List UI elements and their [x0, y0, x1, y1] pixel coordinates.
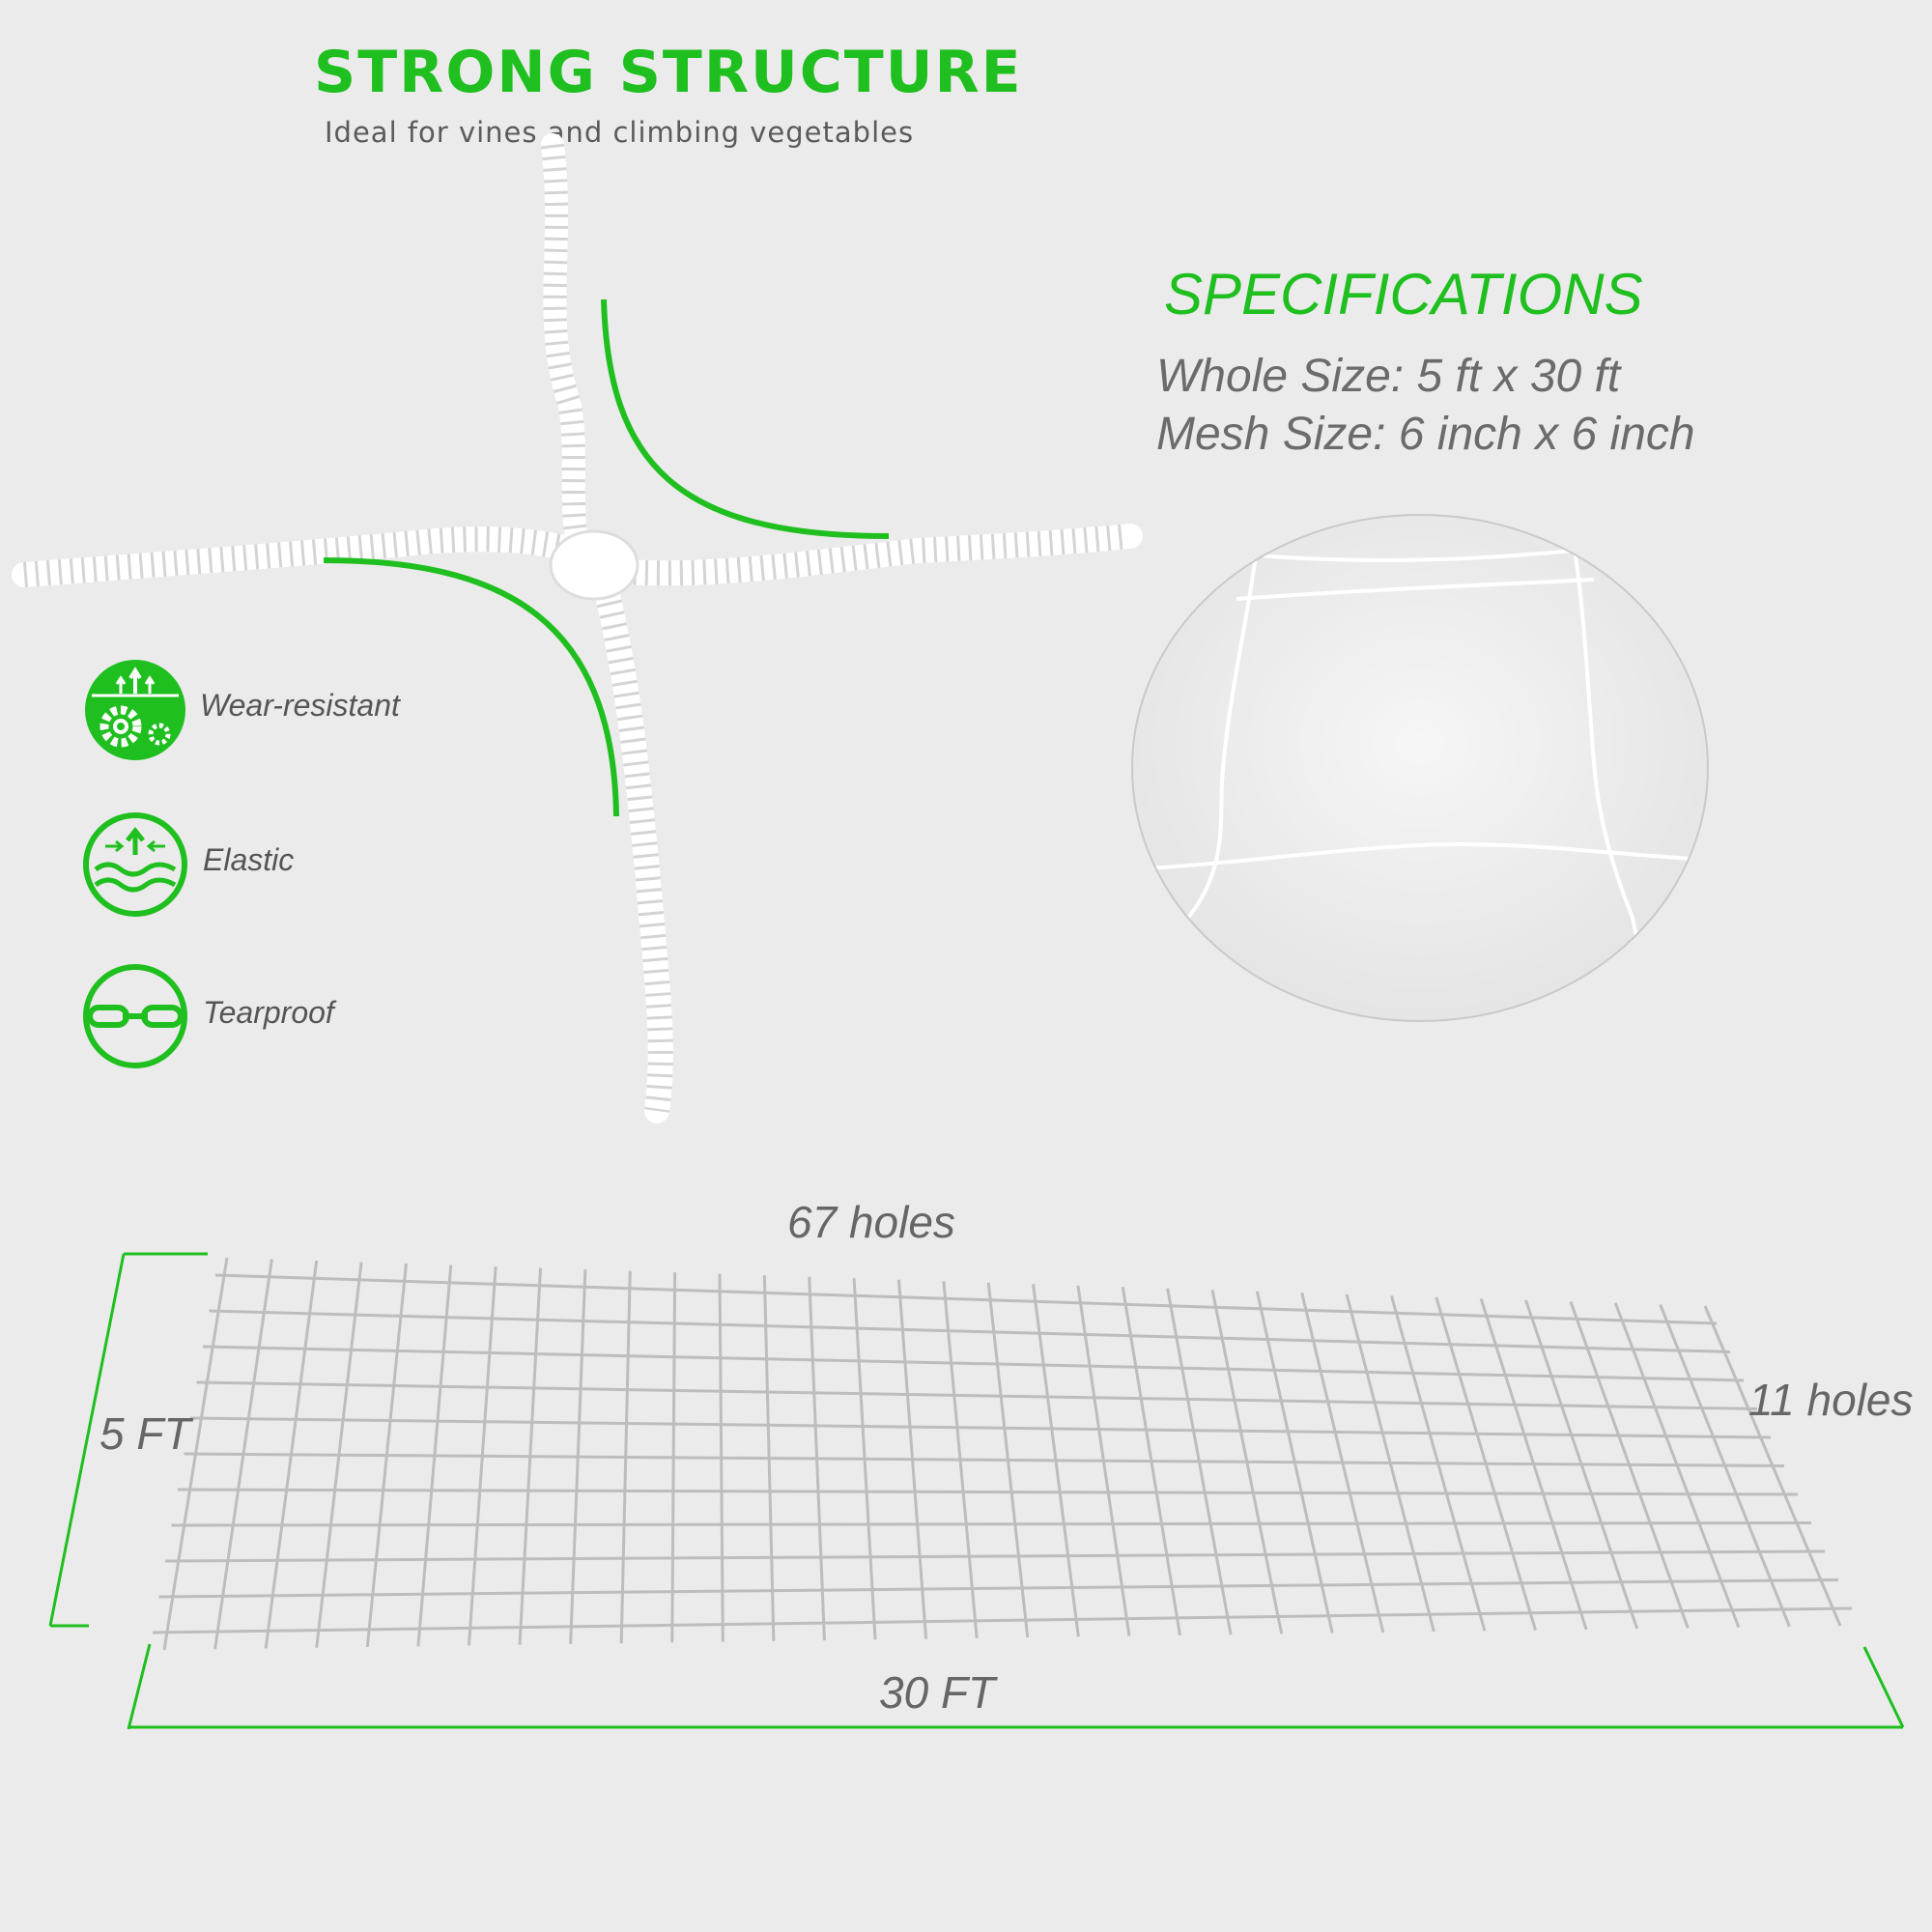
- page-subtitle: Ideal for vines and climbing vegetables: [325, 116, 915, 149]
- whole-size-text: Whole Size: 5 ft x 30 ft: [1156, 351, 1621, 402]
- net-horizontal-strand: [164, 1549, 1826, 1563]
- mesh-size-text: Mesh Size: 6 inch x 6 inch: [1156, 409, 1695, 460]
- height-dimension-line: [48, 1252, 208, 1628]
- net-horizontal-strand: [171, 1521, 1812, 1527]
- feature-label-tearproof: Tearproof: [203, 995, 334, 1030]
- height-label: 5 FT: [99, 1408, 191, 1459]
- mesh-zoom-circle-image: [1131, 514, 1709, 1022]
- net-horizontal-strand: [214, 1273, 1718, 1325]
- net-horizontal-strand: [177, 1488, 1799, 1496]
- net-horizontal-strand: [152, 1606, 1853, 1634]
- net-horizontal-strand: [158, 1578, 1839, 1599]
- net-horizontal-strand: [209, 1309, 1731, 1353]
- top-holes-label: 67 holes: [787, 1197, 955, 1247]
- wave-arrows-icon: [83, 812, 187, 917]
- net-horizontal-strand: [184, 1452, 1785, 1467]
- net-horizontal-strand: [196, 1380, 1758, 1410]
- specifications-title: SPECIFICATIONS: [1164, 262, 1643, 327]
- net-horizontal-strand: [189, 1416, 1772, 1439]
- feature-label-wear-resistant: Wear-resistant: [200, 688, 400, 723]
- net-horizontal-strand: [202, 1345, 1745, 1382]
- side-holes-label: 11 holes: [1748, 1375, 1914, 1425]
- width-dimension-line: [127, 1643, 1905, 1730]
- page-title: STRONG STRUCTURE: [314, 39, 1023, 106]
- chain-link-icon: [83, 964, 187, 1068]
- feature-label-elastic: Elastic: [203, 842, 295, 877]
- gears-icon: [85, 660, 185, 760]
- width-label: 30 FT: [879, 1667, 996, 1718]
